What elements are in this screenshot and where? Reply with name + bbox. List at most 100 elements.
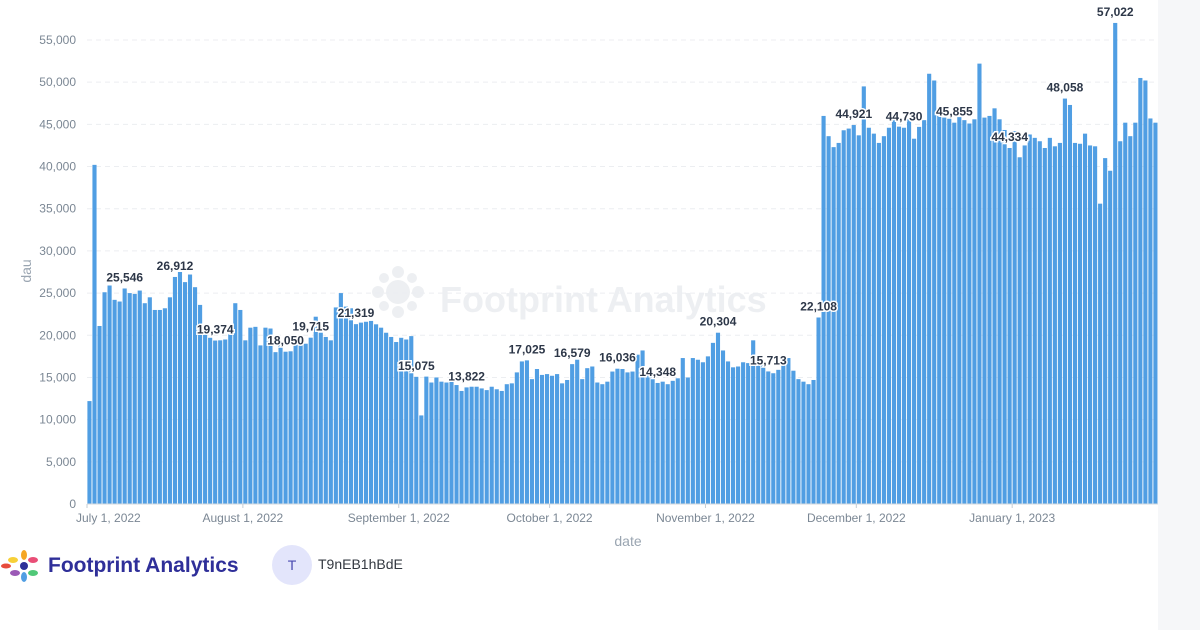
bar[interactable] <box>298 342 303 504</box>
bar[interactable] <box>499 390 504 504</box>
bar[interactable] <box>318 332 323 504</box>
avatar[interactable]: T <box>272 545 312 585</box>
bar[interactable] <box>841 130 846 504</box>
bar[interactable] <box>208 337 213 504</box>
bar[interactable] <box>343 306 348 504</box>
bar[interactable] <box>987 115 992 505</box>
bar[interactable] <box>610 371 615 504</box>
bar[interactable] <box>434 377 439 504</box>
bar[interactable] <box>836 142 841 505</box>
bar[interactable] <box>555 374 560 504</box>
bar[interactable] <box>947 118 952 505</box>
bar[interactable] <box>353 324 359 504</box>
bar[interactable] <box>630 371 635 504</box>
bar[interactable] <box>328 340 333 504</box>
bar[interactable] <box>942 117 947 505</box>
bar[interactable] <box>424 376 429 504</box>
bar[interactable] <box>1077 143 1083 504</box>
bar[interactable] <box>137 290 142 504</box>
bar[interactable] <box>203 332 208 504</box>
bar[interactable] <box>736 366 741 504</box>
bar[interactable] <box>891 115 897 504</box>
bar[interactable] <box>439 381 444 504</box>
bar[interactable] <box>484 390 489 504</box>
bar[interactable] <box>107 285 112 505</box>
bar[interactable] <box>379 327 384 504</box>
bar[interactable] <box>886 127 892 505</box>
bar[interactable] <box>560 383 565 504</box>
bar[interactable] <box>348 308 353 504</box>
bar[interactable] <box>851 125 856 504</box>
bar[interactable] <box>459 390 464 504</box>
bar[interactable] <box>419 415 424 504</box>
bar[interactable] <box>283 351 288 504</box>
bar[interactable] <box>906 119 912 505</box>
bar[interactable] <box>645 374 650 504</box>
bar[interactable] <box>831 147 836 504</box>
bar[interactable] <box>771 373 776 504</box>
bar[interactable] <box>399 337 404 504</box>
bar[interactable] <box>585 368 590 504</box>
bar[interactable] <box>600 384 605 504</box>
bar[interactable] <box>952 122 957 505</box>
bar[interactable] <box>972 119 977 505</box>
bar[interactable] <box>876 142 881 505</box>
bar[interactable] <box>223 339 228 504</box>
bar[interactable] <box>685 377 690 504</box>
bar[interactable] <box>549 375 555 504</box>
bar[interactable] <box>117 301 122 504</box>
bar[interactable] <box>182 282 188 504</box>
bar[interactable] <box>177 272 183 504</box>
bar[interactable] <box>524 360 529 504</box>
bar[interactable] <box>162 308 167 504</box>
bar[interactable] <box>640 350 645 504</box>
bar[interactable] <box>977 63 982 505</box>
bar[interactable] <box>1153 122 1158 505</box>
bar[interactable] <box>1047 137 1052 505</box>
bar[interactable] <box>1052 146 1057 505</box>
bar[interactable] <box>218 340 223 504</box>
bar[interactable] <box>741 362 746 504</box>
bar[interactable] <box>861 86 866 505</box>
bar[interactable] <box>323 336 328 504</box>
bar[interactable] <box>293 342 298 504</box>
bar[interactable] <box>695 359 700 504</box>
bar[interactable] <box>529 379 535 504</box>
bar[interactable] <box>414 376 419 504</box>
bar[interactable] <box>1093 146 1098 505</box>
bar[interactable] <box>962 120 967 505</box>
bar[interactable] <box>449 379 454 504</box>
bar[interactable] <box>338 293 343 504</box>
bar[interactable] <box>1148 118 1153 505</box>
bar[interactable] <box>409 336 414 504</box>
bar[interactable] <box>454 385 459 504</box>
bar[interactable] <box>474 386 479 504</box>
bar[interactable] <box>720 350 726 504</box>
bar[interactable] <box>796 379 801 504</box>
bar[interactable] <box>690 358 695 504</box>
bar[interactable] <box>751 340 756 504</box>
bar[interactable] <box>811 379 816 504</box>
bar[interactable] <box>1072 142 1078 505</box>
bar[interactable] <box>1067 104 1073 505</box>
bar[interactable] <box>122 288 127 504</box>
bar[interactable] <box>228 334 233 504</box>
bar[interactable] <box>700 362 705 504</box>
bar[interactable] <box>253 326 258 504</box>
bar[interactable] <box>957 117 962 505</box>
bar[interactable] <box>635 354 640 504</box>
bar[interactable] <box>142 303 147 504</box>
bar[interactable] <box>1002 129 1007 505</box>
bar[interactable] <box>781 364 786 504</box>
bar[interactable] <box>519 361 524 504</box>
bar[interactable] <box>509 383 514 504</box>
bar[interactable] <box>374 324 379 504</box>
bar[interactable] <box>97 325 102 504</box>
bar[interactable] <box>917 126 922 504</box>
bar[interactable] <box>102 292 107 504</box>
bar[interactable] <box>288 351 293 504</box>
bar[interactable] <box>605 381 610 504</box>
bar[interactable] <box>565 379 570 504</box>
bar[interactable] <box>384 332 389 504</box>
bar[interactable] <box>715 332 721 504</box>
